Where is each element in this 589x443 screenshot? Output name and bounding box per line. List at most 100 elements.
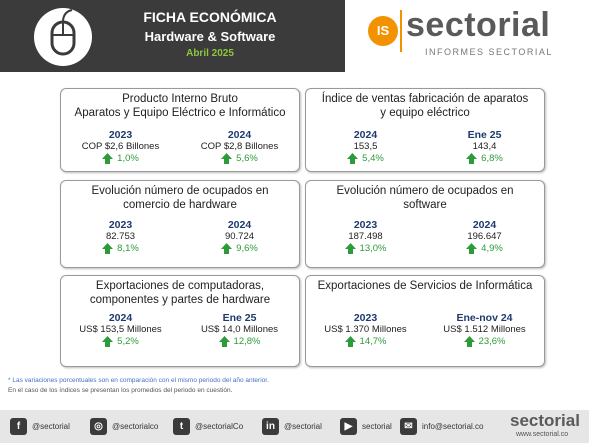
social-icon: t xyxy=(173,418,190,435)
value: 143,4 xyxy=(472,141,497,152)
up-arrow xyxy=(218,336,230,347)
metric: 2023 US$ 1.370 Millones 14,7% xyxy=(306,312,425,348)
change: 5,2% xyxy=(61,336,180,348)
card: Índice de ventas fabricación de aparatos… xyxy=(305,88,545,172)
period: 2024 xyxy=(472,219,497,231)
change: 14,7% xyxy=(306,336,425,348)
value: US$ 153,5 Millones xyxy=(79,324,162,335)
card-title: componentes y partes de hardware xyxy=(89,294,271,306)
period: 2023 xyxy=(108,219,133,231)
social-icon: in xyxy=(262,418,279,435)
logo-badge: IS xyxy=(368,16,398,46)
card: Exportaciones de computadoras, componente… xyxy=(60,275,300,367)
social-link: f @sectorial xyxy=(10,418,70,435)
change: 6,8% xyxy=(425,153,544,165)
card-title: Índice de ventas fabricación de aparatos xyxy=(321,93,529,105)
change: 1,0% xyxy=(61,153,180,165)
social-icon: ▶ xyxy=(340,418,357,435)
value: COP $2,8 Billones xyxy=(200,141,279,152)
social-handle: @sectorial xyxy=(284,422,322,431)
change-value: 14,7% xyxy=(359,336,387,348)
metric: Ene-nov 24 US$ 1.512 Millones 23,6% xyxy=(425,312,544,348)
logo-divider xyxy=(400,10,402,52)
header-band: FICHA ECONÓMICA Hardware & Software Abri… xyxy=(0,0,345,72)
metric: 2024 196.647 4,9% xyxy=(425,219,544,255)
period: 2024 xyxy=(227,219,252,231)
change-value: 4,9% xyxy=(481,243,503,255)
period: Ene-nov 24 xyxy=(456,312,513,324)
social-icon: ◎ xyxy=(90,418,107,435)
change: 9,6% xyxy=(180,243,299,255)
card-title: Evolución número de ocupados en xyxy=(336,185,514,197)
social-link: in @sectorial xyxy=(262,418,322,435)
change-value: 8,1% xyxy=(117,243,139,255)
date: Abril 2025 xyxy=(186,48,234,59)
card-title: Evolución número de ocupados en xyxy=(91,185,269,197)
value: 196.647 xyxy=(467,231,502,242)
metric: 2023 187.498 13,0% xyxy=(306,219,425,255)
social-link: ▶ sectorial xyxy=(340,418,392,435)
value: 153,5 xyxy=(353,141,378,152)
change-value: 1,0% xyxy=(117,153,139,165)
metric: 2024 US$ 153,5 Millones 5,2% xyxy=(61,312,180,348)
footer-brand: sectorial xyxy=(510,411,580,430)
mouse-icon xyxy=(34,8,92,66)
period: 2023 xyxy=(353,312,378,324)
social-handle: info@sectorial.co xyxy=(422,422,484,431)
change-value: 13,0% xyxy=(359,243,387,255)
change-value: 5,4% xyxy=(362,153,384,165)
social-handle: sectorial xyxy=(362,422,392,431)
card: Evolución número de ocupados en comercio … xyxy=(60,180,300,268)
note: En el caso de los índices se presentan l… xyxy=(8,387,233,394)
footer-url: www.sectorial.co xyxy=(516,431,569,438)
card: Evolución número de ocupados en software 2… xyxy=(305,180,545,268)
value: 82.753 xyxy=(105,231,136,242)
card-title: y equipo eléctrico xyxy=(380,107,470,119)
card-items: 2023 US$ 1.370 Millones 14,7% Ene-nov 24 US$… xyxy=(306,312,544,348)
value: COP $2,6 Billones xyxy=(81,141,160,152)
period: 2024 xyxy=(227,129,252,141)
social-link: t @sectorialCo xyxy=(173,418,243,435)
card-title: Exportaciones de computadoras, xyxy=(95,280,265,292)
title: FICHA ECONÓMICA xyxy=(143,9,277,25)
metric: Ene 25 US$ 14,0 Millones 12,8% xyxy=(180,312,299,348)
metric: 2024 COP $2,8 Billones 5,6% xyxy=(180,129,299,165)
change-value: 5,2% xyxy=(117,336,139,348)
metric: 2023 82.753 8,1% xyxy=(61,219,180,255)
logo-name: sectorial xyxy=(406,6,551,44)
card-items: 2024 US$ 153,5 Millones 5,2% Ene 25 US$ 14,0… xyxy=(61,312,299,348)
period: 2024 xyxy=(353,129,378,141)
card-title: software xyxy=(403,199,447,211)
metric: 2024 90.724 9,6% xyxy=(180,219,299,255)
social-link: ✉ info@sectorial.co xyxy=(400,418,483,435)
change: 4,9% xyxy=(425,243,544,255)
change: 12,8% xyxy=(180,336,299,348)
card-title: Producto Interno Bruto xyxy=(122,93,238,105)
value: US$ 1.512 Millones xyxy=(443,324,526,335)
card-items: 2024 153,5 5,4% Ene 25 143,4 6,8% xyxy=(306,129,544,165)
up-arrow xyxy=(347,153,359,164)
card: Exportaciones de Servicios de Informátic… xyxy=(305,275,545,367)
change-value: 5,6% xyxy=(236,153,258,165)
value: 90.724 xyxy=(224,231,255,242)
card-items: 2023 82.753 8,1% 2024 90.724 9,6% xyxy=(61,219,299,255)
change-value: 12,8% xyxy=(233,336,261,348)
period: 2023 xyxy=(353,219,378,231)
card-items: 2023 187.498 13,0% 2024 196.647 4,9% xyxy=(306,219,544,255)
metric: 2024 153,5 5,4% xyxy=(306,129,425,165)
social-link: ◎ @sectorialco xyxy=(90,418,158,435)
up-arrow xyxy=(463,336,475,347)
change: 8,1% xyxy=(61,243,180,255)
up-arrow xyxy=(221,153,233,164)
change: 5,6% xyxy=(180,153,299,165)
period: Ene 25 xyxy=(222,312,257,324)
logo-tagline: INFORMES SECTORIAL xyxy=(425,47,553,57)
card-title: Exportaciones de Servicios de Informátic… xyxy=(317,280,533,292)
up-arrow xyxy=(344,243,356,254)
value: 187.498 xyxy=(348,231,383,242)
change: 23,6% xyxy=(425,336,544,348)
change: 13,0% xyxy=(306,243,425,255)
change-value: 23,6% xyxy=(478,336,506,348)
